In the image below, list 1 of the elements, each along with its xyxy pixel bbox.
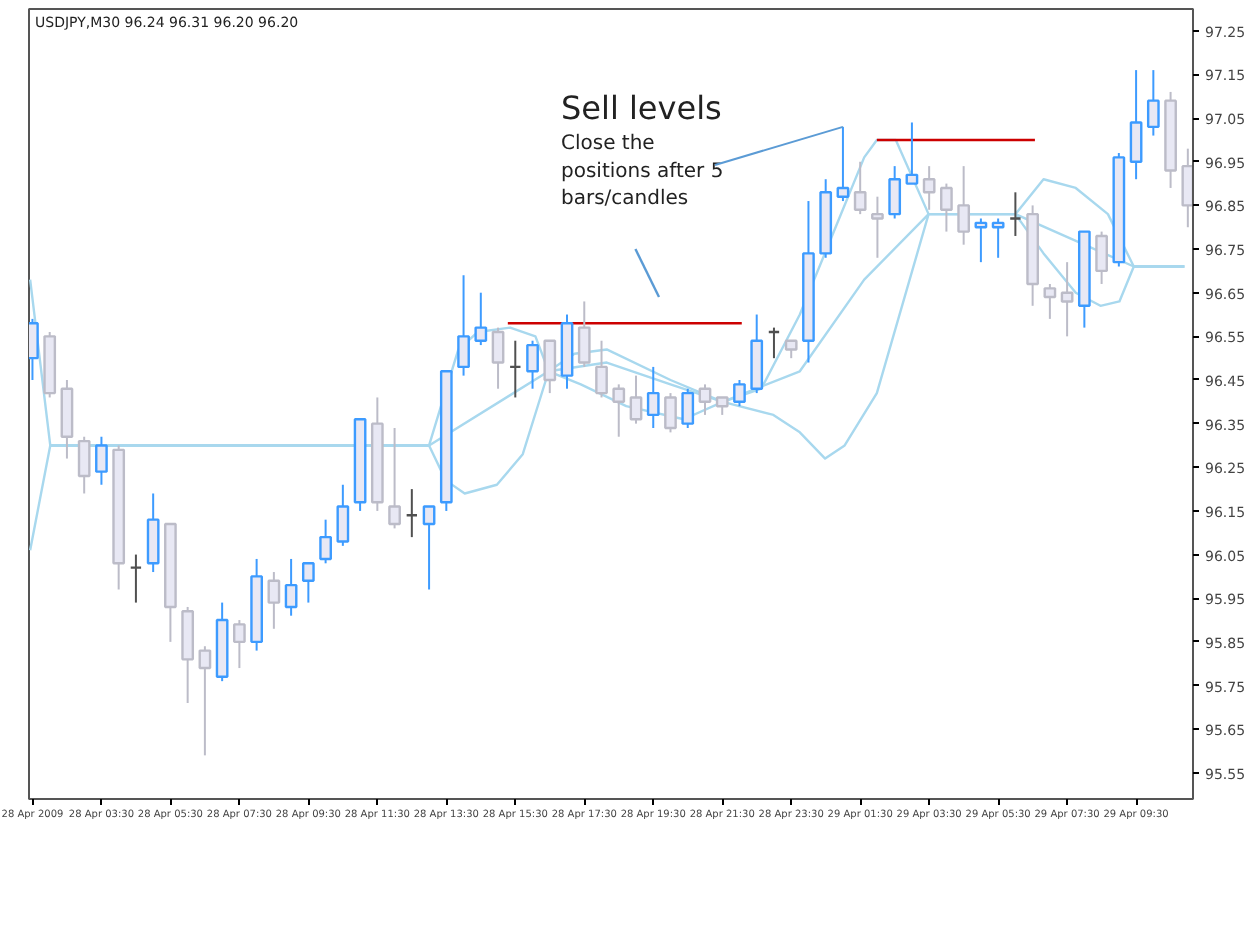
annotation: Sell levels [561,89,722,127]
